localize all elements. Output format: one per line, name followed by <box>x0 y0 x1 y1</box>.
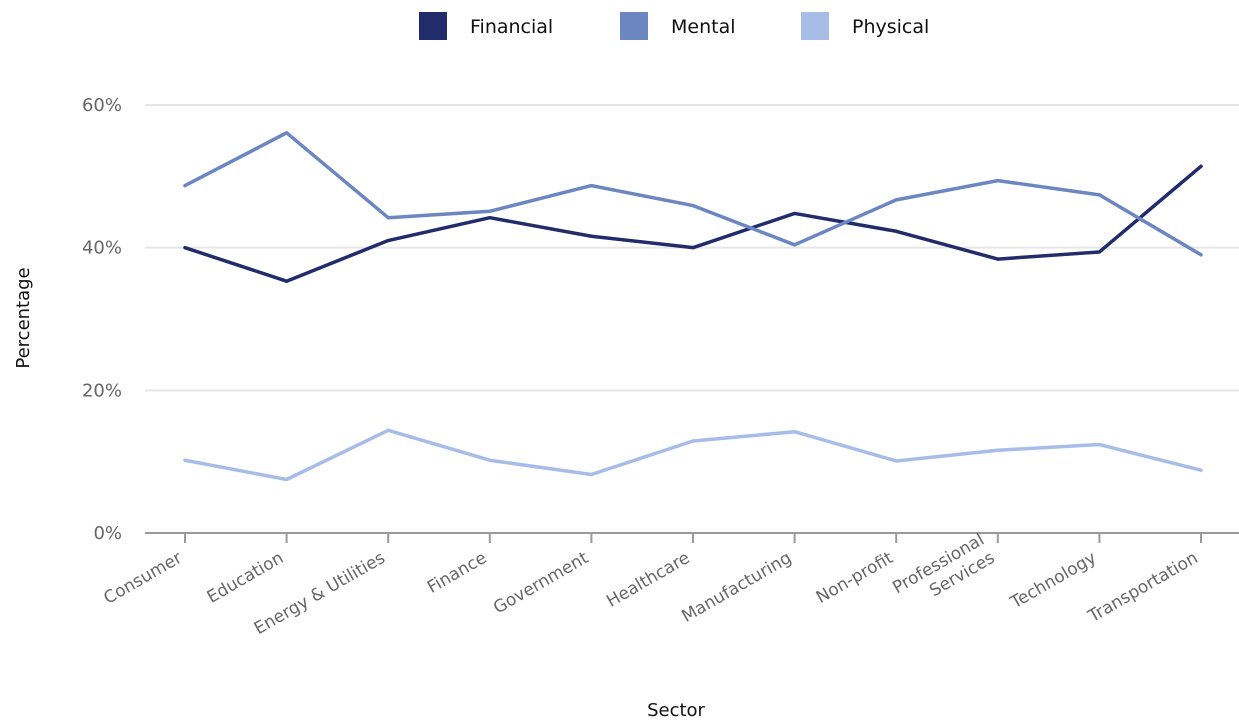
legend-swatch-financial <box>419 12 447 40</box>
series-mental <box>183 131 1203 257</box>
series-line-financial <box>183 164 1203 283</box>
data-point-mental-7 <box>894 198 898 202</box>
legend-item-physical: Physical <box>801 12 929 40</box>
data-point-physical-10 <box>1199 468 1203 472</box>
data-point-mental-8 <box>996 179 1000 183</box>
x-tick-label: Government <box>490 548 592 618</box>
legend: Financial Mental Physical <box>419 12 929 40</box>
data-point-mental-10 <box>1199 253 1203 257</box>
data-point-financial-8 <box>996 257 1000 261</box>
data-point-mental-6 <box>793 243 797 247</box>
data-point-physical-7 <box>894 459 898 463</box>
x-tick-label: Finance <box>424 548 490 598</box>
series-physical <box>183 428 1203 482</box>
data-point-physical-3 <box>488 458 492 462</box>
data-point-financial-6 <box>793 211 797 216</box>
data-point-mental-9 <box>1097 193 1101 197</box>
y-tick-label: 20% <box>82 380 122 401</box>
data-point-physical-0 <box>183 458 187 462</box>
data-point-physical-1 <box>285 477 289 482</box>
x-tick-label: Education <box>204 548 287 608</box>
data-point-mental-2 <box>386 216 390 220</box>
data-point-financial-10 <box>1199 164 1203 168</box>
data-point-financial-7 <box>894 229 898 233</box>
data-point-physical-5 <box>691 439 695 443</box>
data-point-physical-6 <box>793 430 797 434</box>
data-point-physical-9 <box>1097 442 1101 447</box>
data-point-mental-3 <box>488 209 492 213</box>
x-tick-label: Technology <box>1007 548 1100 613</box>
series-layer <box>183 131 1203 482</box>
data-point-mental-1 <box>285 131 289 135</box>
series-financial <box>183 164 1203 283</box>
data-point-mental-5 <box>691 203 695 208</box>
data-point-financial-5 <box>691 246 695 250</box>
y-tick-label: 40% <box>82 238 122 259</box>
data-point-financial-0 <box>183 246 187 250</box>
x-tick-label: Non-profit <box>813 548 897 608</box>
legend-item-mental: Mental <box>620 12 736 40</box>
legend-item-financial: Financial <box>419 12 553 40</box>
data-point-physical-2 <box>386 428 390 432</box>
y-axis-title: Percentage <box>13 267 34 368</box>
legend-label: Physical <box>852 16 929 38</box>
y-tick-label: 0% <box>93 523 122 544</box>
data-point-financial-4 <box>589 234 594 238</box>
data-point-physical-4 <box>589 472 594 477</box>
data-point-financial-1 <box>285 279 289 283</box>
data-point-mental-4 <box>589 184 594 188</box>
x-tick-label: Transportation <box>1084 548 1201 627</box>
data-point-financial-2 <box>386 238 390 243</box>
data-point-physical-8 <box>996 448 1000 452</box>
legend-label: Financial <box>470 16 553 38</box>
data-point-mental-0 <box>183 184 187 188</box>
x-tick-label: ProfessionalServices <box>889 530 998 617</box>
legend-swatch-physical <box>801 12 829 40</box>
y-tick-label: 60% <box>82 95 122 116</box>
legend-swatch-mental <box>620 12 648 40</box>
legend-label: Mental <box>671 16 736 38</box>
series-line-physical <box>183 428 1203 482</box>
x-axis-title: Sector <box>647 700 705 721</box>
x-tick-label: Manufacturing <box>678 548 795 627</box>
x-tick-label: Healthcare <box>603 548 693 612</box>
data-point-financial-3 <box>488 216 492 220</box>
x-tick-label: Consumer <box>100 548 185 609</box>
data-point-financial-9 <box>1097 250 1101 254</box>
series-line-mental <box>183 131 1203 257</box>
